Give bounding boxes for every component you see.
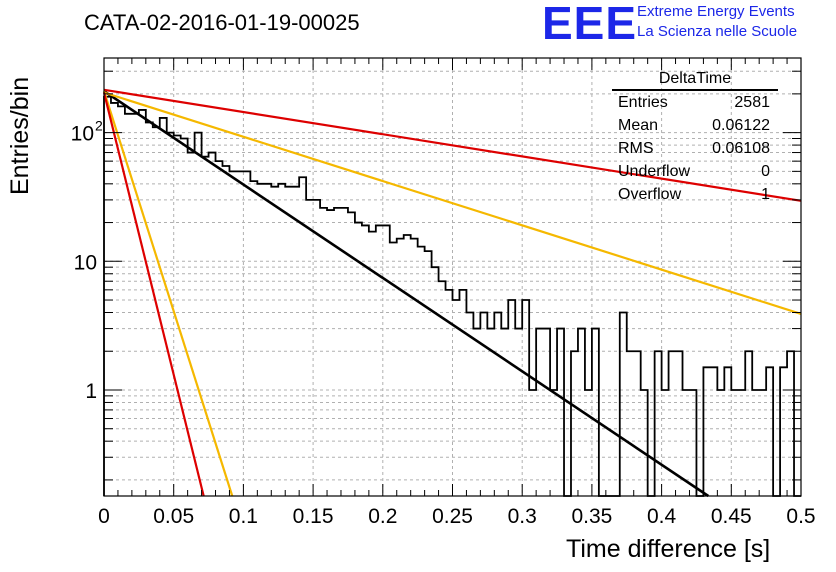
stats-label: Overflow — [618, 186, 682, 203]
y-tick-label-exponent: 2 — [95, 118, 103, 134]
logo-line-1: Extreme Energy Events — [637, 3, 795, 20]
stats-row-entries: Entries 2581 — [612, 91, 778, 114]
series-line-red_slow — [103, 88, 802, 202]
x-tick-label: 0.35 — [571, 505, 612, 528]
stats-title: DeltaTime — [612, 70, 778, 91]
stats-row-rms: RMS 0.06108 — [612, 137, 778, 160]
x-tick-label: 0.45 — [711, 505, 752, 528]
stats-value: 0.06108 — [712, 140, 770, 157]
x-tick-label: 0.05 — [153, 505, 194, 528]
series-line-orange_slow — [103, 91, 802, 315]
eee-logo: EEE — [542, 0, 638, 49]
histogram-series — [103, 95, 801, 497]
series-line-exp_fit — [103, 90, 710, 498]
stats-label: Entries — [618, 94, 668, 111]
x-tick-label: 0.1 — [229, 505, 258, 528]
grid — [104, 58, 801, 496]
y-tick-label: 10 — [74, 251, 97, 274]
page-title: CATA-02-2016-01-19-00025 — [84, 10, 360, 35]
stats-value: 0.06122 — [712, 117, 770, 134]
stats-box: DeltaTime Entries 2581 Mean 0.06122 RMS … — [612, 70, 778, 206]
stats-value: 2581 — [734, 94, 770, 111]
x-axis-label: Time difference [s] — [566, 535, 771, 563]
x-tick-label: 0.4 — [647, 505, 677, 528]
stats-row-overflow: Overflow 1 — [612, 183, 778, 206]
x-tick-label: 0.15 — [293, 505, 334, 528]
x-tick-label: 0 — [98, 505, 110, 528]
x-tick-label: 0.5 — [786, 505, 815, 528]
axis-ticks — [103, 58, 802, 496]
y-axis-label: Entries/bin — [6, 76, 34, 195]
stats-label: Mean — [618, 117, 659, 134]
x-tick-label: 0.25 — [432, 505, 473, 528]
stats-value: 0 — [761, 163, 770, 180]
logo-line-2: La Scienza nelle Scuole — [637, 23, 798, 40]
stats-row-underflow: Underflow 0 — [612, 160, 778, 183]
stats-row-mean: Mean 0.06122 — [612, 114, 778, 137]
stats-label: RMS — [618, 140, 654, 157]
y-tick-label: 10 — [71, 123, 94, 146]
stats-value: 1 — [761, 186, 770, 203]
y-tick-label: 1 — [85, 380, 97, 403]
series-line-orange_fast — [102, 90, 234, 497]
x-tick-label: 0.2 — [368, 505, 397, 528]
x-tick-label: 0.3 — [508, 505, 537, 528]
series-line-red_fast — [102, 92, 205, 497]
stats-label: Underflow — [618, 163, 691, 180]
